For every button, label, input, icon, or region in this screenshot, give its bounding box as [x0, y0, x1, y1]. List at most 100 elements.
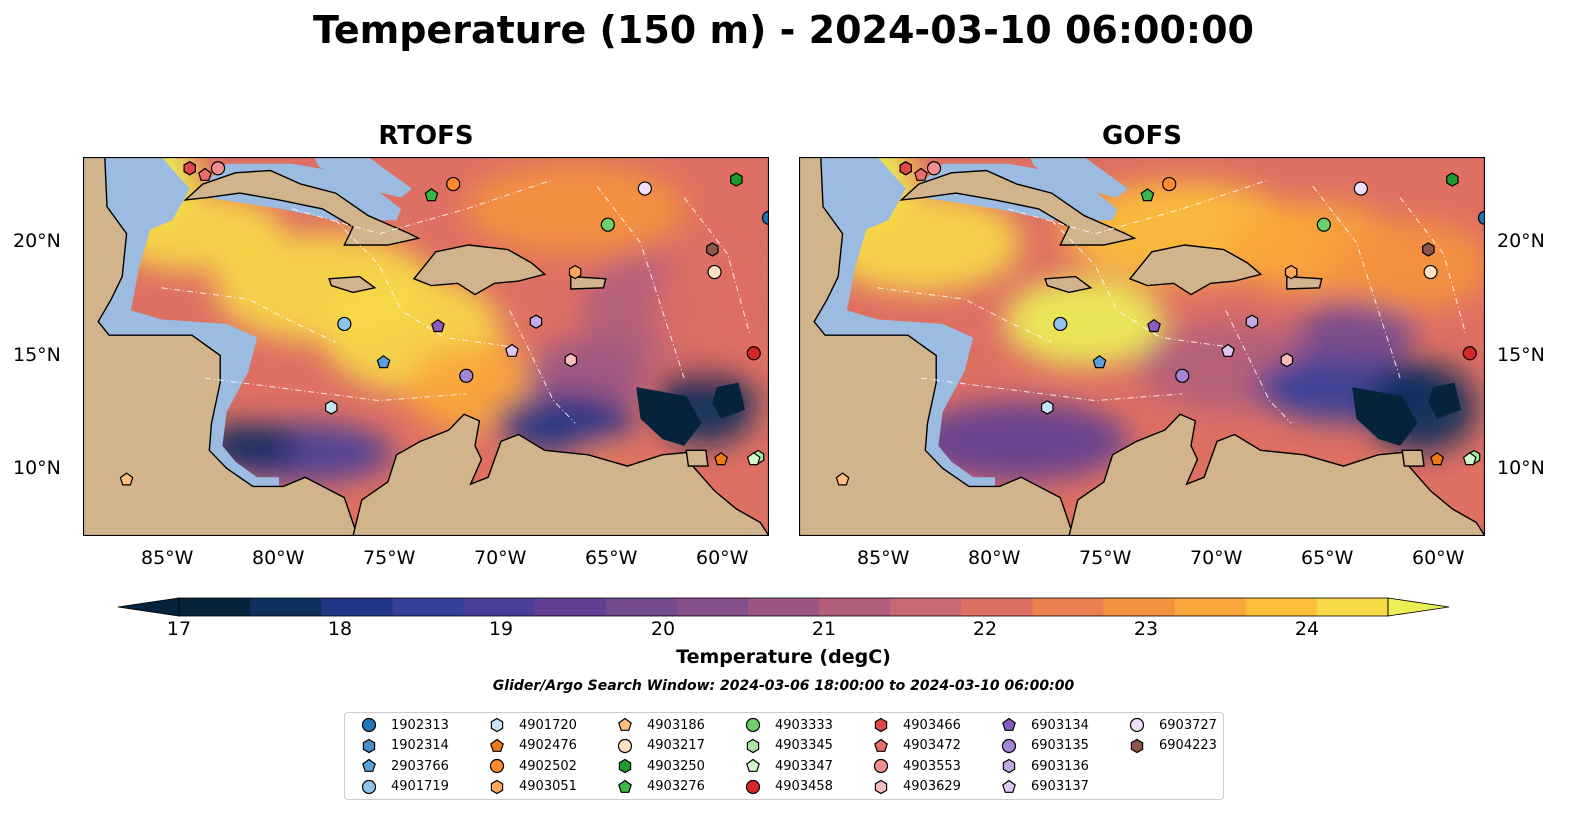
- legend-label: 4903250: [647, 759, 705, 774]
- legend-label: 6903137: [1031, 779, 1089, 794]
- float-marker-6904223: [707, 243, 718, 256]
- legend-marker: [747, 780, 760, 793]
- legend-item: 4903250: [617, 756, 705, 776]
- colorbar-segment: [463, 598, 535, 616]
- float-marker-4903553: [928, 162, 941, 175]
- gofs-map: [799, 157, 1485, 536]
- legend-marker: [363, 739, 374, 752]
- legend-label: 4903186: [647, 718, 705, 733]
- temperature-patch: [465, 164, 685, 254]
- float-marker-4903333: [601, 218, 614, 231]
- legend-marker: [1131, 719, 1144, 732]
- legend-label: 4903217: [647, 738, 705, 753]
- hexagon-marker-icon: [489, 717, 505, 733]
- temperature-patch: [1297, 303, 1417, 363]
- float-marker-4901719: [338, 317, 351, 330]
- legend-marker: [875, 760, 888, 773]
- legend-item: 4903553: [873, 756, 961, 776]
- legend-item: 4903345: [745, 736, 833, 756]
- float-marker-4903466: [184, 162, 195, 175]
- pentagon-marker-icon: [745, 758, 761, 774]
- circle-marker-icon: [873, 758, 889, 774]
- hexagon-marker-icon: [873, 717, 889, 733]
- colorbar-segment: [961, 598, 1033, 616]
- float-marker-6903727: [638, 182, 651, 195]
- legend-item: 4903186: [617, 715, 705, 735]
- float-marker-4901720: [1042, 401, 1053, 414]
- colorbar-tick-label: 22: [973, 618, 997, 640]
- legend-label: 2903766: [391, 759, 449, 774]
- colorbar-tick-label: 24: [1295, 618, 1319, 640]
- legend-label: 4903333: [775, 718, 833, 733]
- x-tick-label: 75°W: [1079, 547, 1131, 569]
- circle-marker-icon: [489, 758, 505, 774]
- x-tick-label: 70°W: [474, 547, 526, 569]
- legend-item: 4903333: [745, 715, 833, 735]
- x-tick-label: 85°W: [141, 547, 193, 569]
- legend-item: 4903466: [873, 715, 961, 735]
- land-trinidad: [686, 450, 708, 466]
- panel-title-rtofs: RTOFS: [83, 121, 769, 151]
- colorbar-segment: [1246, 598, 1318, 616]
- legend-marker: [619, 719, 631, 731]
- y-tick-label: 20°N: [1497, 230, 1545, 252]
- circle-marker-icon: [361, 779, 377, 795]
- hexagon-marker-icon: [745, 738, 761, 754]
- pentagon-marker-icon: [873, 738, 889, 754]
- legend-label: 4903472: [903, 738, 961, 753]
- legend-item: 4903051: [489, 777, 577, 797]
- legend-item: 4903458: [745, 777, 833, 797]
- colorbar-label: Temperature (degC): [0, 646, 1567, 668]
- float-marker-4903217: [708, 266, 721, 279]
- y-tick-label: 20°N: [13, 230, 61, 252]
- float-marker-4903553: [212, 162, 225, 175]
- colorbar: [0, 592, 1577, 622]
- float-marker-4903458: [1463, 347, 1476, 360]
- legend-label: 1902313: [391, 718, 449, 733]
- pentagon-marker-icon: [1001, 717, 1017, 733]
- legend-marker: [363, 719, 376, 732]
- legend-marker: [875, 780, 886, 793]
- circle-marker-icon: [361, 717, 377, 733]
- float-legend: 1902313 1902314 2903766 4901719 4901720 49024…: [344, 712, 1224, 800]
- search-window-text: Glider/Argo Search Window: 2024-03-06 18…: [0, 678, 1567, 694]
- legend-item: 6903727: [1129, 715, 1217, 735]
- colorbar-segment: [1317, 598, 1389, 616]
- circle-marker-icon: [617, 738, 633, 754]
- legend-label: 4903347: [775, 759, 833, 774]
- y-tick-label: 15°N: [1497, 344, 1545, 366]
- circle-marker-icon: [1001, 738, 1017, 754]
- pentagon-marker-icon: [489, 738, 505, 754]
- legend-label: 4903629: [903, 779, 961, 794]
- colorbar-tick-label: 17: [167, 618, 191, 640]
- colorbar-segment: [179, 598, 251, 616]
- colorbar-tick-label: 19: [489, 618, 513, 640]
- legend-marker: [1131, 739, 1142, 752]
- float-marker-4901720: [326, 401, 337, 414]
- legend-label: 4903466: [903, 718, 961, 733]
- legend-item: 4903217: [617, 736, 705, 756]
- colorbar-segment: [1175, 598, 1247, 616]
- legend-marker: [747, 739, 758, 752]
- legend-item: 6903137: [1001, 777, 1089, 797]
- colorbar-tick-label: 20: [651, 618, 675, 640]
- float-marker-4903629: [1281, 354, 1292, 367]
- y-tick-label: 15°N: [13, 344, 61, 366]
- legend-marker: [875, 739, 887, 751]
- legend-label: 6903727: [1159, 718, 1217, 733]
- legend-marker: [619, 760, 630, 773]
- hexagon-marker-icon: [361, 738, 377, 754]
- map-canvas: [83, 157, 769, 536]
- legend-marker: [875, 719, 886, 732]
- legend-item: 4901720: [489, 715, 577, 735]
- colorbar-segment: [1104, 598, 1176, 616]
- float-marker-6903135: [1176, 369, 1189, 382]
- legend-marker: [747, 719, 760, 732]
- float-marker-4902502: [447, 178, 460, 191]
- float-marker-4903217: [1424, 266, 1437, 279]
- pentagon-marker-icon: [617, 717, 633, 733]
- x-tick-label: 85°W: [857, 547, 909, 569]
- pentagon-marker-icon: [361, 758, 377, 774]
- land-trinidad: [1402, 450, 1424, 466]
- legend-marker: [491, 739, 503, 751]
